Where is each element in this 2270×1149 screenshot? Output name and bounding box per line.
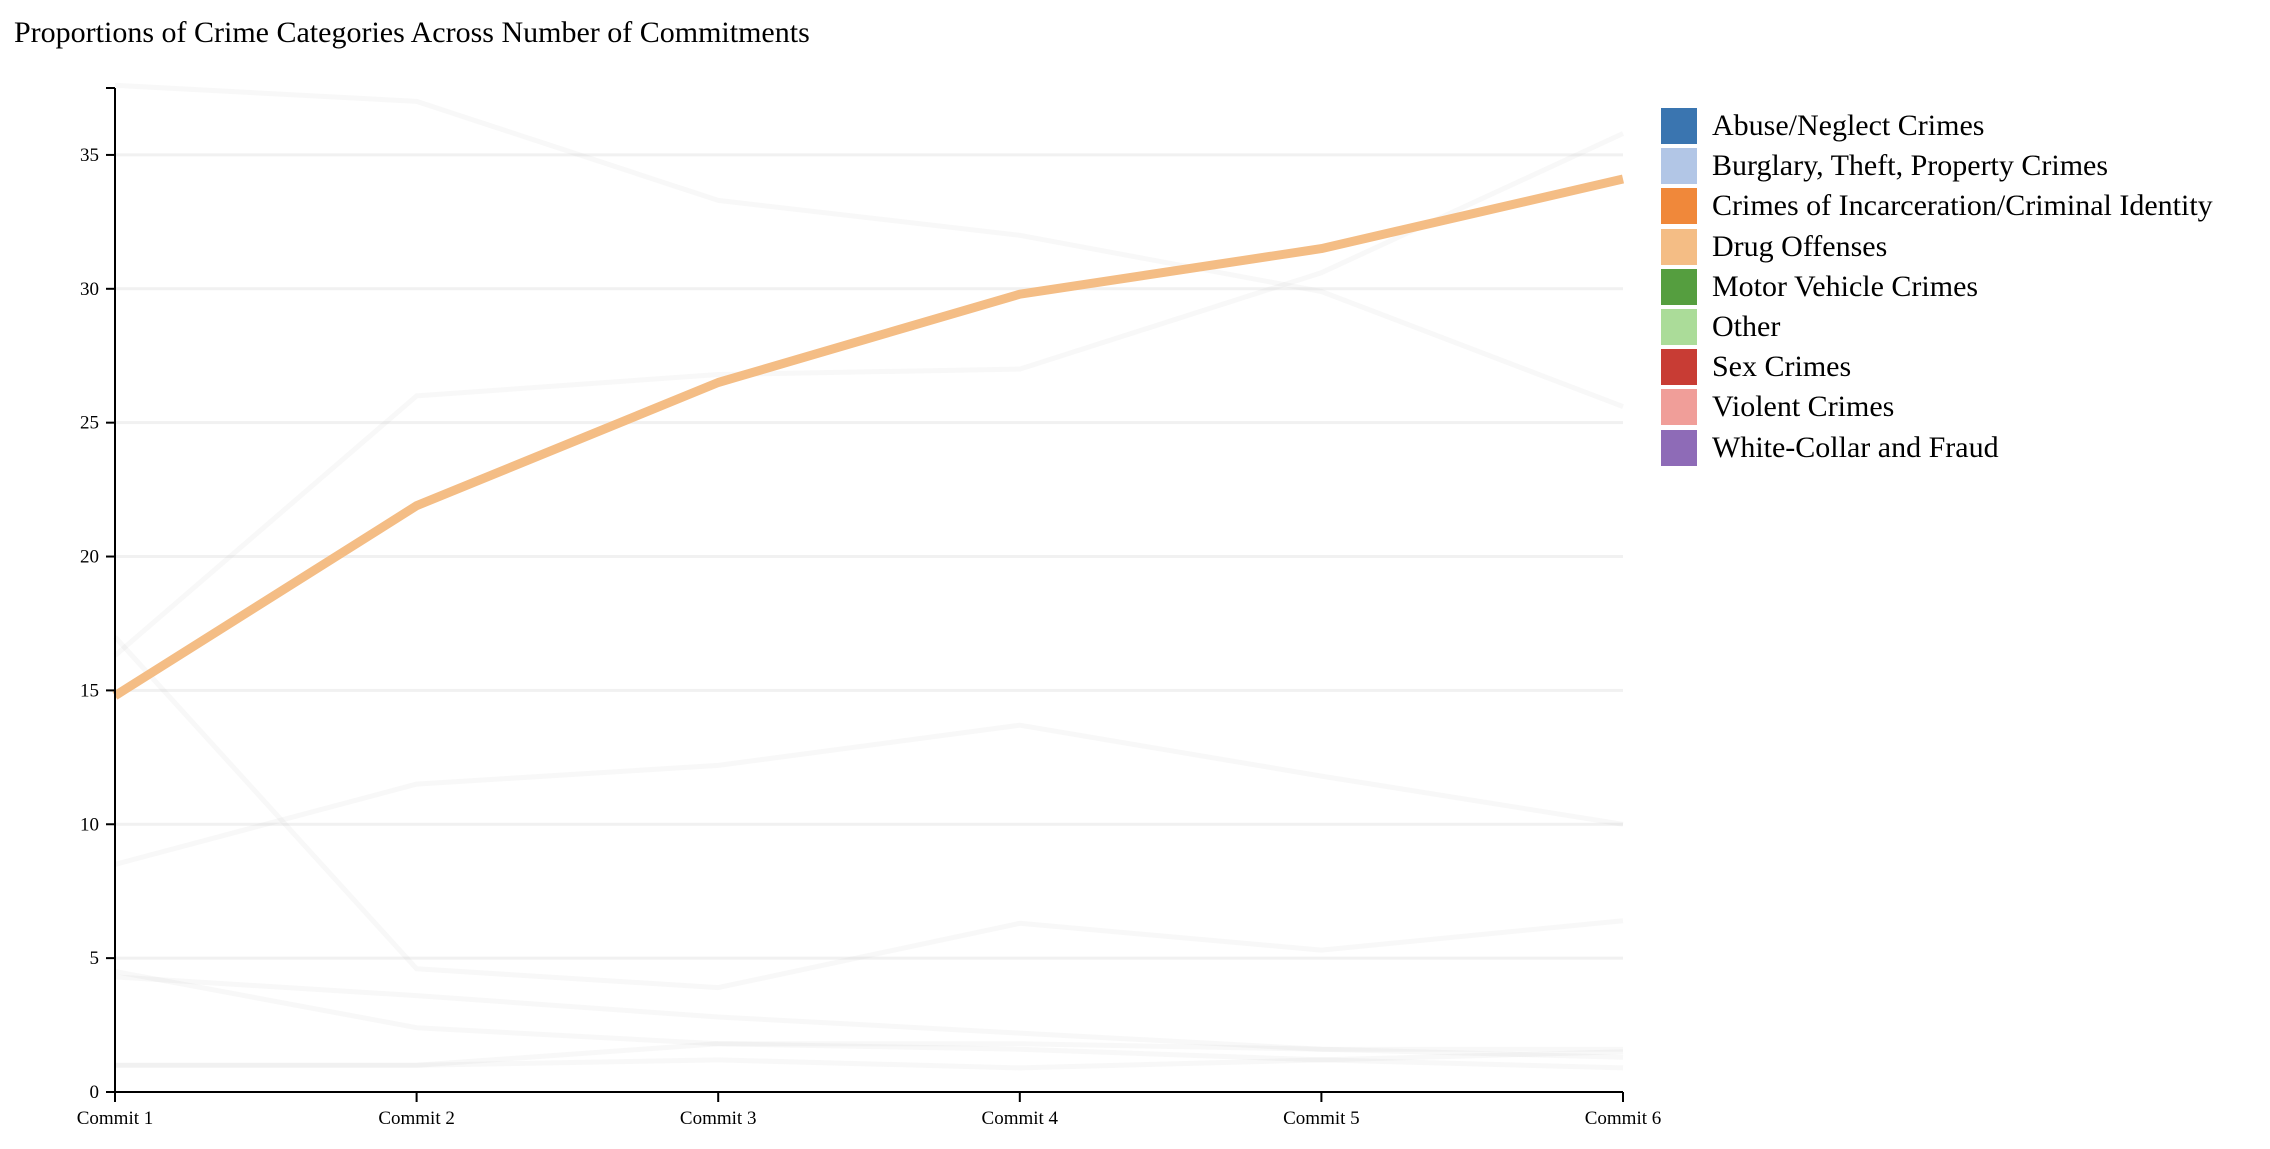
legend-swatch xyxy=(1661,389,1697,426)
legend-item[interactable]: Drug Offenses xyxy=(1661,227,2213,267)
x-tick-label: Commit 2 xyxy=(378,1108,455,1129)
y-tick-label: 15 xyxy=(80,680,99,701)
series-line-white-collar-and-fraud[interactable] xyxy=(115,1049,1624,1071)
legend-item[interactable]: Abuse/Neglect Crimes xyxy=(1661,106,2213,146)
series-line-violent-crimes[interactable] xyxy=(113,635,1624,991)
legend-swatch xyxy=(1661,188,1697,225)
legend-label: Violent Crimes xyxy=(1712,390,1895,424)
y-tick-label: 10 xyxy=(80,814,99,835)
legend-item[interactable]: Motor Vehicle Crimes xyxy=(1661,267,2213,307)
legend-item[interactable]: White-Collar and Fraud xyxy=(1661,428,2213,468)
series-line-drug-offenses[interactable] xyxy=(112,174,1625,700)
legend-label: Abuse/Neglect Crimes xyxy=(1712,109,1985,143)
series-line-abuse-neglect-crimes[interactable] xyxy=(114,974,1624,1060)
legend-swatch xyxy=(1661,429,1697,466)
legend-item[interactable]: Other xyxy=(1661,307,2213,347)
gridlines xyxy=(115,153,1623,960)
legend-swatch xyxy=(1661,108,1697,145)
series-line-sex-crimes[interactable] xyxy=(114,969,1624,1071)
y-tick-label: 5 xyxy=(90,948,100,969)
series-line-crimes-of-incarceration-criminal-identity[interactable] xyxy=(115,1041,1623,1068)
legend-item[interactable]: Crimes of Incarceration/Criminal Identit… xyxy=(1661,186,2213,226)
chart-title: Proportions of Crime Categories Across N… xyxy=(14,16,810,49)
legend-swatch xyxy=(1661,228,1697,265)
legend-item[interactable]: Burglary, Theft, Property Crimes xyxy=(1661,146,2213,186)
legend: Abuse/Neglect Crimes Burglary, Theft, Pro… xyxy=(1661,106,2213,468)
legend-item[interactable]: Sex Crimes xyxy=(1661,347,2213,387)
legend-label: Sex Crimes xyxy=(1712,350,1852,384)
legend-label: Other xyxy=(1712,310,1781,344)
y-tick-label: 30 xyxy=(80,279,99,300)
y-tick-label: 35 xyxy=(80,145,99,166)
series-line-motor-vehicle-crimes[interactable] xyxy=(114,722,1624,867)
x-tick-label: Commit 4 xyxy=(982,1108,1059,1129)
axes: 0 5 10 15 20 25 30 35 Commit 1 Commit 2 Commit 3 Co… xyxy=(77,87,1662,1129)
x-tick-label: Commit 5 xyxy=(1283,1108,1360,1129)
series-line-burglary-theft-property-crimes[interactable] xyxy=(114,82,1624,409)
y-tick-label: 20 xyxy=(80,547,99,568)
legend-label: Crimes of Incarceration/Criminal Identit… xyxy=(1712,189,2213,223)
legend-swatch xyxy=(1661,268,1697,305)
legend-swatch xyxy=(1661,148,1697,185)
legend-label: Drug Offenses xyxy=(1712,229,1888,263)
legend-label: White-Collar and Fraud xyxy=(1712,430,1999,464)
y-tick-label: 0 xyxy=(90,1082,100,1103)
x-tick-label: Commit 1 xyxy=(77,1108,154,1129)
series-line-other[interactable] xyxy=(113,131,1625,658)
legend-label: Motor Vehicle Crimes xyxy=(1712,269,1979,303)
faded-series-lines xyxy=(113,82,1625,1071)
legend-item[interactable]: Violent Crimes xyxy=(1661,387,2213,427)
y-tick-label: 25 xyxy=(80,413,99,434)
x-tick-label: Commit 3 xyxy=(680,1108,757,1129)
legend-label: Burglary, Theft, Property Crimes xyxy=(1712,149,2109,183)
x-tick-label: Commit 6 xyxy=(1585,1108,1662,1129)
legend-swatch xyxy=(1661,349,1697,386)
highlighted-series-line xyxy=(112,174,1625,700)
legend-swatch xyxy=(1661,309,1697,346)
